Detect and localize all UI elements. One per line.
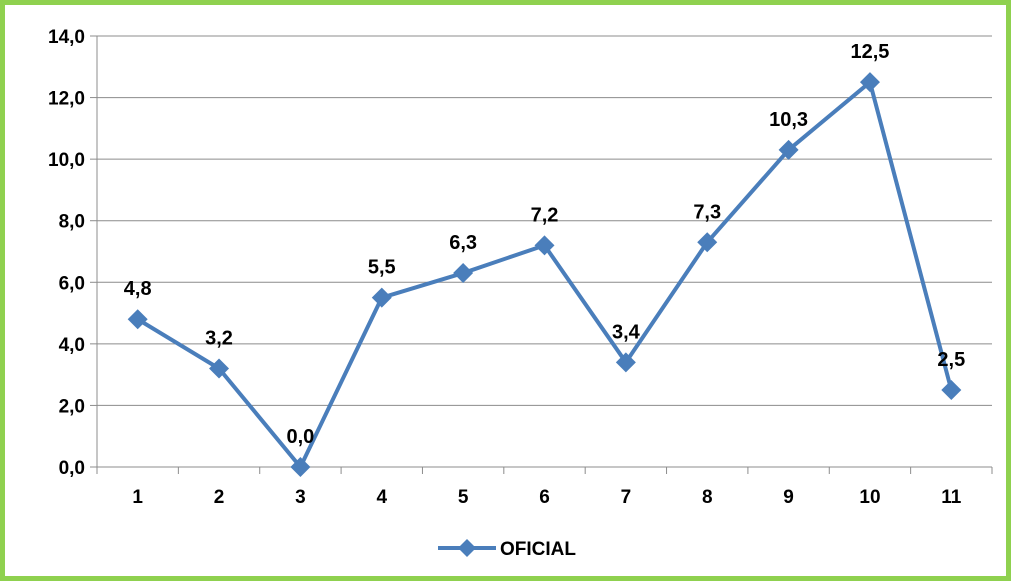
series-oficial [127, 72, 962, 477]
x-tick-label: 6 [539, 487, 550, 508]
data-point [859, 72, 880, 93]
y-tick-labels: 0,0 2,0 4,0 6,0 8,0 10,0 12,0 14,0 [48, 27, 85, 479]
legend-marker [458, 539, 476, 557]
data-point [209, 358, 230, 379]
data-point [697, 232, 718, 253]
legend: OFICIAL [438, 539, 576, 560]
data-point [290, 457, 311, 477]
legend-label: OFICIAL [500, 539, 576, 560]
series-line [136, 80, 954, 469]
data-label: 7,3 [693, 201, 721, 223]
x-tick-label: 10 [859, 487, 880, 508]
x-tick-label: 1 [132, 487, 143, 508]
data-point [453, 263, 474, 284]
data-label: 3,2 [205, 327, 233, 349]
data-label: 4,8 [124, 278, 152, 300]
y-tick-label: 4,0 [59, 335, 85, 356]
data-point [371, 287, 392, 308]
x-tick-label: 8 [702, 487, 713, 508]
data-label: 7,2 [531, 204, 559, 226]
y-tick-label: 10,0 [48, 150, 85, 171]
data-labels: 4,8 3,2 0,0 5,5 6,3 7,2 3,4 7,3 10,3 12,5 2,5 [124, 41, 965, 448]
x-tick-label: 5 [458, 487, 469, 508]
data-label: 2,5 [937, 349, 965, 371]
x-tick-label: 2 [214, 487, 225, 508]
data-label: 5,5 [368, 257, 396, 279]
x-tick-labels: 1 2 3 4 5 6 7 8 9 10 11 [132, 487, 961, 508]
data-point [615, 352, 636, 373]
data-label: 10,3 [769, 109, 808, 131]
y-tick-label: 6,0 [59, 273, 85, 294]
x-tick-label: 9 [783, 487, 794, 508]
data-label: 3,4 [612, 321, 641, 343]
y-tick-label: 12,0 [48, 89, 85, 110]
data-label: 12,5 [850, 41, 889, 63]
y-tick-label: 8,0 [59, 212, 85, 233]
gridlines [97, 35, 992, 406]
x-tick-label: 3 [295, 487, 306, 508]
data-point [941, 380, 962, 401]
y-tick-label: 14,0 [48, 27, 85, 48]
x-tick-label: 11 [941, 487, 962, 508]
data-point [127, 309, 148, 330]
x-tick-label: 7 [621, 487, 632, 508]
data-label: 6,3 [449, 232, 477, 254]
axes [90, 35, 993, 474]
x-tick-label: 4 [376, 487, 387, 508]
data-label: 0,0 [287, 426, 315, 448]
y-tick-label: 2,0 [59, 396, 85, 417]
data-point [778, 139, 799, 160]
data-point [534, 235, 555, 256]
y-tick-label: 0,0 [59, 458, 85, 479]
